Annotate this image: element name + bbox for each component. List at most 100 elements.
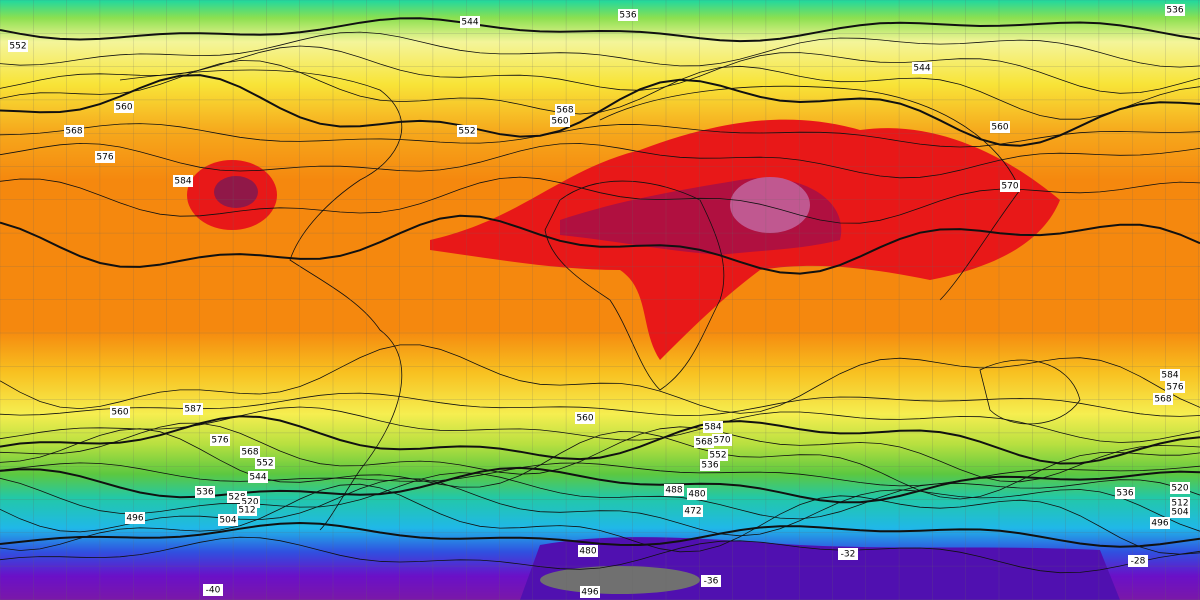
- contour-line: [0, 483, 1200, 555]
- contour-labels: 5365445365525605685765845525605685445605…: [8, 4, 1190, 598]
- contour-label: 536: [1116, 489, 1133, 499]
- label-box: [703, 421, 723, 433]
- contour-label: 544: [461, 18, 478, 28]
- contour-line: [0, 536, 1200, 574]
- coastlines: [119, 69, 1081, 531]
- contour-label: 552: [709, 451, 726, 461]
- contour-line: [0, 422, 1200, 483]
- contour-line: [0, 31, 1200, 68]
- label-box: [1153, 393, 1173, 405]
- contour-line: [0, 142, 1200, 179]
- label-box: [183, 403, 203, 415]
- contour-label: 568: [241, 448, 258, 458]
- contour-label: 504: [1171, 508, 1188, 518]
- label-box: [457, 125, 477, 137]
- label-box: [701, 575, 721, 587]
- label-box: [687, 488, 707, 500]
- label-box: [1165, 4, 1185, 16]
- label-box: [203, 584, 223, 596]
- label-box: [173, 175, 193, 187]
- contour-label: 528: [228, 493, 245, 503]
- contour-label: 472: [684, 507, 701, 517]
- contour-label: 536: [1166, 6, 1183, 16]
- contour-label: 480: [688, 490, 705, 500]
- contour-label: 568: [695, 438, 712, 448]
- label-box: [1160, 369, 1180, 381]
- contour-label: -40: [206, 586, 221, 596]
- label-box: [575, 412, 595, 424]
- label-box: [912, 62, 932, 74]
- contour-label: -32: [841, 550, 856, 560]
- label-box: [1150, 517, 1170, 529]
- contour-label: 568: [1154, 395, 1171, 405]
- label-box: [700, 459, 720, 471]
- contour-label: 552: [9, 42, 26, 52]
- contour-label: 552: [458, 127, 475, 137]
- contour-label: 584: [1161, 371, 1178, 381]
- label-box: [1170, 482, 1190, 494]
- contour-line: [0, 17, 1200, 43]
- label-box: [683, 505, 703, 517]
- contour-label: 536: [701, 461, 718, 471]
- label-box: [694, 436, 714, 448]
- label-box: [110, 406, 130, 418]
- label-box: [1128, 555, 1148, 567]
- contour-label: 520: [1171, 484, 1188, 494]
- contour-label: 496: [581, 588, 598, 598]
- contour-line: [0, 428, 1200, 500]
- contour-label: 587: [184, 405, 201, 415]
- contour-label: 512: [238, 506, 255, 516]
- contour-line: [0, 214, 1200, 275]
- label-box: [64, 125, 84, 137]
- contour-line: [0, 462, 1200, 487]
- label-box: [255, 457, 275, 469]
- contour-line: [0, 478, 1200, 537]
- contour-label: 584: [174, 177, 191, 187]
- contour-label: 504: [219, 516, 236, 526]
- contour-label: 488: [665, 486, 682, 496]
- label-box: [240, 446, 260, 458]
- label-box: [1115, 487, 1135, 499]
- contour-label: 568: [556, 106, 573, 116]
- label-box: [578, 545, 598, 557]
- label-box: [580, 586, 600, 598]
- contour-label: -36: [704, 577, 719, 587]
- label-box: [460, 16, 480, 28]
- label-box: [1165, 381, 1185, 393]
- label-box: [550, 115, 570, 127]
- contour-label: 536: [619, 11, 636, 21]
- contour-label: 560: [991, 123, 1008, 133]
- label-box: [618, 9, 638, 21]
- contour-label: 496: [1151, 519, 1168, 529]
- contour-line: [0, 406, 1200, 443]
- contour-label: 496: [126, 514, 143, 524]
- contour-label: 544: [249, 473, 266, 483]
- label-box: [114, 101, 134, 113]
- label-box: [708, 449, 728, 461]
- label-box: [8, 40, 28, 52]
- label-box: [990, 121, 1010, 133]
- contour-line: [0, 521, 1200, 548]
- contour-label: 576: [211, 436, 228, 446]
- contour-label: 576: [1166, 383, 1183, 393]
- contour-label: 560: [111, 408, 128, 418]
- contour-label: 512: [1171, 499, 1188, 509]
- contour-label: 536: [196, 488, 213, 498]
- label-box: [712, 434, 732, 446]
- contour-label: 584: [704, 423, 721, 433]
- contour-label: 544: [913, 64, 930, 74]
- contour-label: 568: [65, 127, 82, 137]
- label-box: [95, 151, 115, 163]
- contour-line: [0, 74, 1200, 147]
- label-box: [1000, 180, 1020, 192]
- label-box: [664, 484, 684, 496]
- contour-line: [0, 123, 1200, 148]
- contour-label: 552: [256, 459, 273, 469]
- label-box: [555, 104, 575, 116]
- contour-label: 560: [576, 414, 593, 424]
- contour-label: 570: [713, 436, 730, 446]
- contour-label: 576: [96, 153, 113, 163]
- contour-line: [0, 344, 1200, 414]
